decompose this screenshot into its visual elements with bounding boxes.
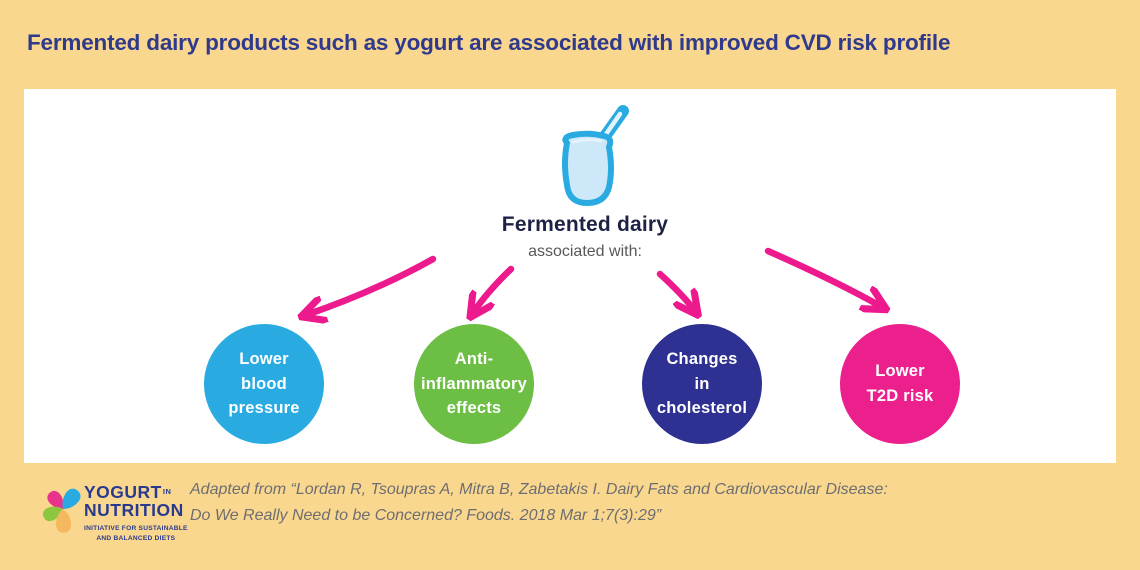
fermented-dairy-heading: Fermented dairy [501, 213, 669, 236]
arrow-to-anti-inflammatory-icon [473, 265, 515, 313]
spoon-highlight [601, 111, 623, 140]
page-title: Fermented dairy products such as yogurt … [27, 30, 951, 55]
pot-rim-highlight [571, 138, 603, 144]
petal-orange [56, 509, 71, 533]
logo-tagline: INITIATIVE FOR SUSTAINABLE AND BALANCED … [84, 525, 188, 542]
logo-word-yogurt: YOGURTIN [84, 482, 172, 502]
associated-with-subtitle: associated with: [528, 243, 642, 260]
petal-green [42, 506, 63, 522]
yogurt-nutrition-logo: YOGURTIN NUTRITION INITIATIVE FOR SUSTAI… [42, 482, 188, 548]
citation-text: Adapted from “Lordan R, Tsoupras A, Mitr… [190, 481, 888, 524]
petal-pink [47, 490, 64, 510]
infographic-card: Fermented dairy associated with: Lower b… [24, 89, 1116, 463]
outcome-circle-t2d-risk: Lower T2D risk [840, 324, 960, 444]
pot-body [562, 130, 614, 206]
logo-word-nutrition: NUTRITION [84, 499, 184, 520]
petal-blue [62, 488, 81, 510]
arrow-to-t2d-icon [764, 247, 882, 307]
arrow-to-cholesterol-icon [656, 270, 695, 311]
outcome-circle-blood-pressure: Lower blood pressure [204, 324, 324, 444]
outcome-circle-anti-inflammatory: Anti- inflammatory effects [414, 324, 534, 444]
flower-icon [42, 488, 81, 533]
logo-word-in: IN [162, 487, 172, 496]
arrow-to-blood-pressure-icon [306, 255, 437, 315]
outcome-circle-cholesterol: Changes in cholesterol [642, 324, 762, 444]
yogurt-pot-icon [562, 105, 629, 206]
